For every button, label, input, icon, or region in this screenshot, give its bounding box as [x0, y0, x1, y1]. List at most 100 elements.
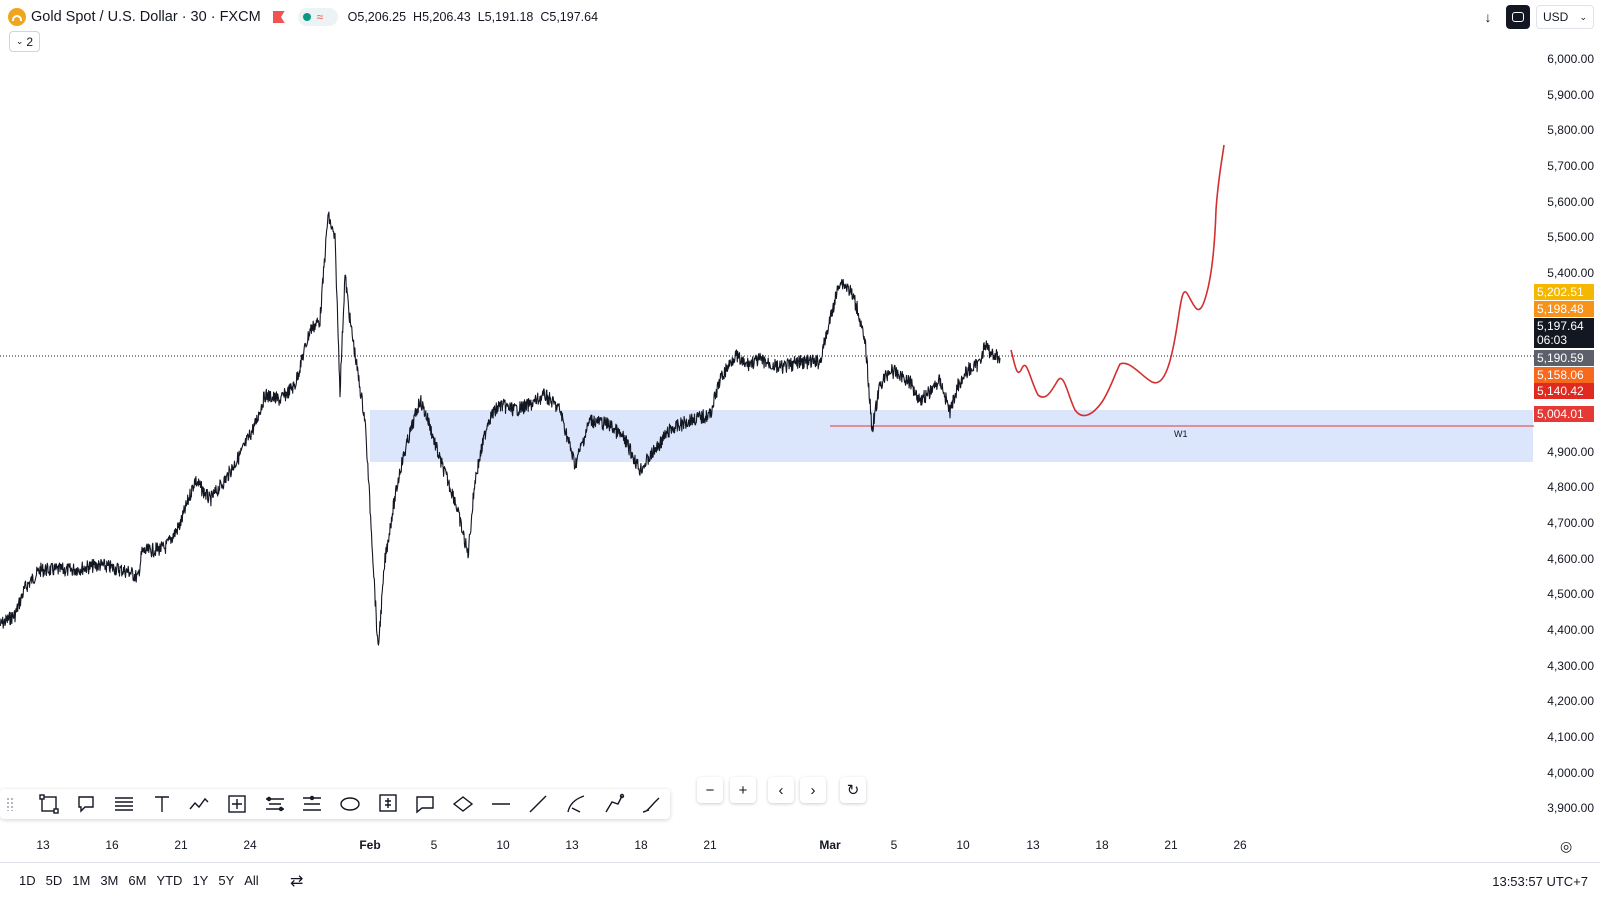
forecast-curve[interactable]: [1010, 144, 1225, 417]
range-button-ytd[interactable]: YTD: [156, 873, 183, 888]
price-tick-label: 6,000.00: [1547, 52, 1594, 66]
gold-symbol-icon: [8, 8, 26, 26]
ellipse-tool-button[interactable]: [331, 789, 369, 819]
trend-line-tool-button[interactable]: [519, 789, 557, 819]
horizontal-line-tool-icon: [491, 803, 510, 805]
path-tool-button[interactable]: [181, 789, 219, 819]
bottom-bar: 1D 5D 1M 3M 6M YTD 1Y 5Y All ⇄ 13:53:57 UTC+7: [0, 862, 1600, 900]
timezone-clock[interactable]: 13:53:57 UTC+7: [1492, 874, 1588, 889]
polyline-tool-icon: [604, 793, 624, 813]
time-tick-label: 5: [430, 838, 438, 852]
chart-settings-icon[interactable]: ◎: [1560, 838, 1573, 854]
fullscreen-button[interactable]: [1506, 5, 1530, 29]
time-tick-label: 5: [890, 838, 898, 852]
scroll-right-button[interactable]: ›: [800, 777, 826, 803]
polyline-tool-button[interactable]: [595, 789, 633, 819]
price-tick-label: 4,100.00: [1547, 730, 1594, 744]
time-tick-label: 10: [496, 838, 510, 852]
price-note-tool-icon: [378, 794, 397, 812]
live-dot-icon: [302, 13, 311, 21]
indicators-count: 2: [26, 34, 34, 49]
time-tick-label: 10: [956, 838, 970, 852]
range-button-6m[interactable]: 6M: [128, 873, 147, 888]
path-tool-icon: [189, 797, 209, 810]
low-value: L5,191.18: [477, 10, 534, 24]
range-button-1m[interactable]: 1M: [72, 873, 91, 888]
comment-tool-button[interactable]: [406, 789, 444, 819]
curve-tool-button[interactable]: [557, 789, 595, 819]
rectangle-tool-button[interactable]: [30, 789, 68, 819]
currency-value: USD: [1543, 10, 1569, 24]
market-status-flag-icon[interactable]: [273, 11, 286, 23]
fib-retracement-tool-button[interactable]: [105, 789, 143, 819]
range-button-5y[interactable]: 5Y: [218, 873, 235, 888]
price-marker-label: 5,190.59: [1534, 350, 1594, 366]
data-status-pill[interactable]: ≈: [297, 8, 338, 26]
reset-chart-button[interactable]: ↻: [840, 777, 866, 803]
wave-icon: ≈: [316, 10, 324, 24]
text-tool-button[interactable]: [143, 789, 181, 819]
horizontal-line-tool-button[interactable]: [482, 789, 520, 819]
time-tick-label: 13: [565, 838, 579, 852]
price-tick-label: 3,900.00: [1547, 801, 1594, 816]
price-tick-label: 4,700.00: [1547, 515, 1594, 530]
close-value: C5,197.64: [540, 10, 599, 24]
time-tick-label: 21: [1164, 838, 1178, 852]
current-price-label: 5,197.64 06:03: [1534, 318, 1594, 348]
rectangle-tool-icon: [39, 794, 59, 814]
price-series-line: [0, 211, 1001, 646]
price-marker-label: 5,202.51: [1534, 284, 1594, 300]
price-tick-label: 5,600.00: [1547, 194, 1594, 209]
price-tick-label: 4,500.00: [1547, 587, 1594, 602]
price-note-tool-button[interactable]: [369, 789, 407, 819]
price-range-tool-button[interactable]: [294, 789, 332, 819]
range-button-all[interactable]: All: [244, 873, 259, 888]
currency-select[interactable]: USD ⌄: [1536, 5, 1594, 29]
parallel-channel-tool-button[interactable]: [256, 789, 294, 819]
rotated-ellipse-tool-button[interactable]: [444, 789, 482, 819]
price-tick-label: 5,400.00: [1547, 266, 1594, 281]
range-button-1d[interactable]: 1D: [19, 873, 36, 888]
callout-tool-icon: [78, 796, 95, 813]
trend-line-tool-icon: [529, 795, 547, 813]
time-tick-label: 24: [243, 838, 257, 852]
open-value: O5,206.25: [347, 10, 407, 24]
indicators-toggle[interactable]: ⌄ 2: [9, 31, 40, 52]
demand-zone[interactable]: [370, 410, 1533, 462]
time-tick-label: 13: [36, 838, 50, 852]
go-to-date-calendar-icon[interactable]: ⇄: [290, 873, 304, 890]
range-button-5d[interactable]: 5D: [45, 873, 63, 888]
brush-tool-icon: [643, 797, 660, 813]
price-tick-label: 4,400.00: [1547, 622, 1594, 637]
scroll-left-button[interactable]: ‹: [768, 777, 794, 803]
toolbar-drag-handle-icon[interactable]: [6, 797, 14, 811]
price-marker-label: 5,158.06: [1534, 367, 1594, 383]
time-tick-label: 21: [174, 838, 188, 852]
high-value: H5,206.43: [413, 10, 471, 24]
download-icon[interactable]: ↓: [1484, 9, 1492, 25]
time-tick-label: Feb: [359, 838, 381, 852]
price-tick-label: 4,300.00: [1547, 658, 1594, 673]
zoom-out-button[interactable]: −: [697, 777, 723, 803]
range-button-3m[interactable]: 3M: [100, 873, 119, 888]
w1-level-label: W1: [1174, 429, 1188, 439]
price-marker-label: 5,004.01: [1534, 406, 1594, 423]
callout-tool-button[interactable]: [68, 789, 106, 819]
symbol-title[interactable]: Gold Spot / U.S. Dollar · 30 · FXCM: [31, 9, 261, 25]
time-tick-label: 21: [703, 838, 717, 852]
comment-tool-icon: [416, 796, 435, 814]
price-range-tool-icon: [303, 795, 322, 811]
time-tick-label: 13: [1026, 838, 1040, 852]
ohlc-values: O5,206.25 H5,206.43 L5,191.18 C5,197.64: [348, 10, 598, 24]
price-marker-label: 5,198.48: [1534, 301, 1594, 317]
zoom-in-button[interactable]: +: [730, 777, 756, 803]
range-button-1y[interactable]: 1Y: [192, 873, 209, 888]
ellipse-tool-icon: [340, 797, 360, 811]
brush-tool-button[interactable]: [632, 789, 670, 819]
price-tick-label: 5,900.00: [1547, 87, 1594, 102]
crosshair-measure-tool-button[interactable]: [218, 789, 256, 819]
rotated-ellipse-tool-icon: [452, 796, 474, 812]
price-tick-label: 5,800.00: [1547, 123, 1594, 138]
